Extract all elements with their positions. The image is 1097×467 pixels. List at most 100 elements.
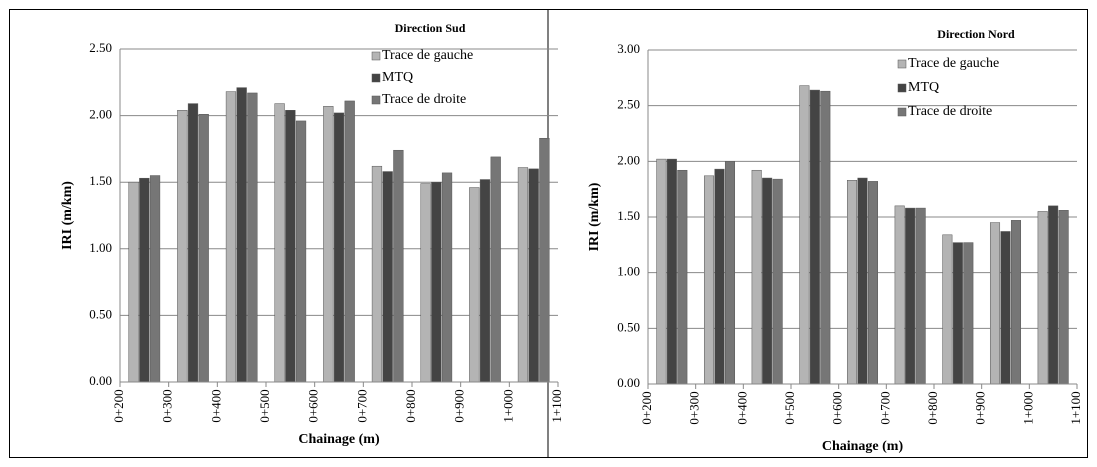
bar: [867, 181, 879, 385]
bar: [431, 181, 442, 383]
bar: [441, 172, 453, 383]
legend-label: Trace de droite: [382, 92, 466, 107]
bar: [139, 177, 150, 383]
bar: [333, 112, 345, 383]
bar: [528, 168, 539, 383]
legend-swatch: [371, 95, 381, 105]
y-axis-title: IRI (m/km): [60, 181, 75, 250]
x-tick-label: 1+100: [1068, 391, 1083, 424]
bar: [846, 180, 858, 385]
bar: [393, 149, 404, 383]
x-tick-label: 0+600: [306, 389, 321, 422]
x-axis-title: Chainage (m): [298, 432, 380, 447]
bar: [420, 183, 431, 383]
bar: [656, 158, 667, 385]
x-tick-label: 0+300: [160, 389, 175, 422]
x-tick-label: 1+100: [549, 389, 564, 422]
bar: [1010, 220, 1022, 385]
bar: [344, 100, 355, 383]
bar: [809, 89, 820, 385]
legend-swatch: [897, 107, 907, 117]
bar: [677, 169, 688, 385]
x-tick-label: 0+200: [111, 389, 126, 422]
bar: [703, 175, 715, 385]
bar: [274, 103, 285, 383]
bar: [989, 222, 1001, 385]
legend-label: Trace de gauche: [382, 48, 473, 63]
legend-label: MTQ: [908, 80, 939, 95]
y-tick-label: 3.00: [617, 41, 640, 56]
y-tick-label: 2.50: [617, 97, 640, 112]
y-tick-label: 0.00: [617, 375, 640, 390]
bar: [177, 110, 188, 383]
y-tick-label: 1.00: [617, 264, 640, 279]
bar: [857, 177, 868, 385]
x-tick-label: 0+300: [687, 391, 702, 424]
legend-swatch: [897, 83, 907, 93]
x-axis-title: Chainage (m): [822, 439, 904, 454]
bar: [714, 168, 725, 385]
bar: [751, 169, 762, 385]
bar: [382, 171, 393, 383]
x-tick-label: 0+200: [639, 391, 654, 424]
legend-swatch: [897, 59, 907, 69]
legend-swatch: [371, 51, 381, 61]
bar: [323, 106, 334, 383]
bar: [799, 85, 810, 385]
y-tick-label: 2.00: [617, 152, 640, 167]
bar: [490, 156, 501, 383]
bar: [942, 234, 953, 385]
x-tick-label: 0+500: [257, 389, 272, 422]
bar: [915, 207, 926, 385]
x-tick-label: 0+900: [452, 389, 467, 422]
bar: [539, 137, 550, 383]
bar: [517, 167, 529, 383]
bar: [479, 179, 491, 383]
bar: [225, 91, 237, 383]
legend-label: Trace de droite: [908, 104, 992, 119]
y-tick-label: 0.50: [617, 319, 640, 334]
bar: [198, 114, 209, 383]
x-tick-label: 0+600: [830, 391, 845, 424]
bar: [905, 207, 916, 385]
x-tick-label: 0+500: [782, 391, 797, 424]
x-tick-label: 0+800: [925, 391, 940, 424]
x-tick-label: 1+000: [1020, 391, 1035, 424]
bar: [1000, 231, 1011, 385]
bar: [724, 161, 736, 385]
y-tick-label: 1.00: [89, 240, 112, 255]
bar: [772, 178, 783, 385]
y-tick-label: 1.50: [617, 208, 640, 223]
bar: [1048, 205, 1059, 385]
x-tick-label: 0+400: [208, 389, 223, 422]
bar: [187, 103, 199, 383]
legend-label: Trace de gauche: [908, 56, 999, 71]
bar: [1037, 211, 1048, 385]
bar: [371, 165, 383, 383]
bar: [762, 177, 773, 385]
x-tick-label: 0+400: [734, 391, 749, 424]
x-tick-label: 0+900: [973, 391, 988, 424]
bar: [247, 92, 258, 383]
bar: [149, 175, 161, 383]
bar: [963, 242, 974, 385]
bar: [236, 87, 247, 383]
y-tick-label: 1.50: [89, 173, 112, 188]
bar: [295, 120, 307, 383]
y-tick-label: 2.50: [89, 40, 112, 55]
x-tick-label: 0+800: [403, 389, 418, 422]
y-tick-label: 0.00: [89, 373, 112, 388]
bar: [1058, 210, 1069, 385]
y-tick-label: 2.00: [89, 107, 112, 122]
bar: [820, 90, 831, 385]
chart-title: Direction Nord: [937, 27, 1015, 41]
x-tick-label: 0+700: [877, 391, 892, 424]
legend-swatch: [371, 73, 381, 83]
bar: [666, 158, 677, 385]
bar: [128, 181, 139, 383]
y-tick-label: 0.50: [89, 306, 112, 321]
x-tick-label: 1+000: [500, 389, 515, 422]
y-axis-title: IRI (m/km): [587, 182, 602, 251]
x-tick-label: 0+700: [354, 389, 369, 422]
